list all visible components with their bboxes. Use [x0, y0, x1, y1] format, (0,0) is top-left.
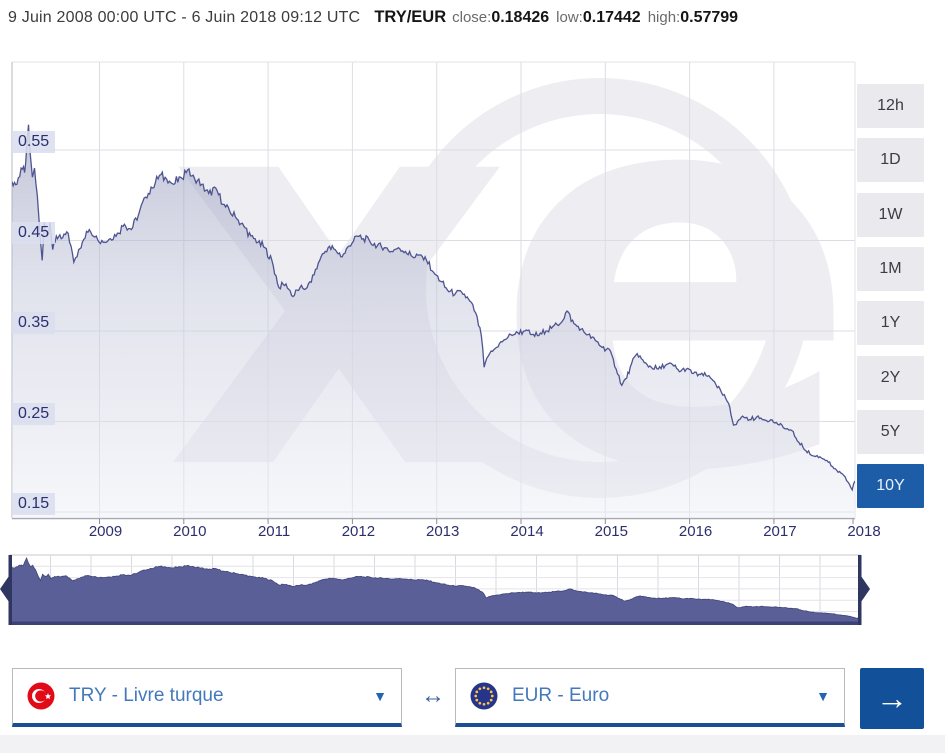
x-axis-label-2016: 2016	[678, 523, 713, 540]
x-axis-label-2015: 2015	[594, 523, 628, 540]
range-button-5Y[interactable]: 5Y	[857, 409, 924, 454]
x-axis-label-2018: 2018	[847, 523, 881, 540]
line-series	[12, 124, 855, 492]
range-button-1W[interactable]: 1W	[857, 192, 924, 237]
y-axis-label-0.55: 0.55	[12, 131, 56, 153]
high-value: 0.57799	[680, 9, 739, 26]
close-label: close:	[452, 9, 492, 26]
right-arrow-icon: →	[876, 680, 908, 716]
swap-currencies-icon[interactable]: ↔	[421, 681, 445, 709]
pair-stats: TRY/EUR close:0.18426 low:0.17442 high:0.57…	[374, 8, 745, 27]
y-axis-label-0.35: 0.35	[12, 312, 56, 334]
y-axis-label-0.15: 0.15	[12, 493, 56, 515]
pair-name: TRY/EUR	[374, 8, 447, 26]
eu-flag-icon	[470, 682, 498, 710]
turkey-flag-icon	[27, 682, 55, 710]
navigator-right-handle[interactable]	[858, 555, 870, 625]
from-currency-label: TRY - Livre turque	[69, 685, 224, 706]
x-axis-label-2017: 2017	[763, 523, 797, 540]
navigator-left-handle[interactable]	[0, 555, 12, 625]
area-series	[12, 124, 855, 518]
x-axis-label-2011: 2011	[257, 523, 291, 540]
x-axis-label-2013: 2013	[426, 523, 460, 540]
range-button-1Y[interactable]: 1Y	[857, 301, 924, 346]
high-label: high:	[647, 9, 681, 26]
low-value: 0.17442	[582, 9, 641, 26]
convert-submit-button[interactable]: →	[860, 668, 924, 729]
range-button-2Y[interactable]: 2Y	[857, 355, 924, 400]
range-button-12h[interactable]: 12h	[857, 84, 924, 128]
range-button-10Y[interactable]: 10Y	[857, 464, 924, 509]
date-range: 9 Juin 2008 00:00 UTC - 6 Juin 2018 09:1…	[8, 9, 361, 26]
from-currency-select[interactable]: TRY - Livre turque ▼	[12, 668, 402, 727]
x-axis-label-2012: 2012	[341, 523, 376, 540]
currency-converter: TRY - Livre turque ▼ ↔ EUR - Euro ▼ →	[0, 666, 945, 730]
x-axis-label-2010: 2010	[173, 523, 207, 540]
range-button-1D[interactable]: 1D	[857, 138, 924, 183]
to-dropdown-caret-icon: ▼	[816, 688, 830, 704]
range-button-1M[interactable]: 1M	[857, 246, 924, 291]
y-axis-label-0.25: 0.25	[12, 402, 56, 425]
navigator-baseline	[10, 621, 860, 625]
close-value: 0.18426	[491, 9, 550, 26]
chart-header: 9 Juin 2008 00:00 UTC - 6 Juin 2018 09:1…	[8, 8, 938, 32]
to-currency-label: EUR - Euro	[512, 685, 610, 706]
low-label: low:	[556, 9, 583, 26]
to-currency-select[interactable]: EUR - Euro ▼	[455, 668, 845, 727]
x-axis-label-2014: 2014	[510, 523, 544, 540]
y-axis-label-0.45: 0.45	[12, 221, 56, 244]
navigator[interactable]	[0, 554, 870, 625]
navigator-series	[9, 556, 861, 624]
price-chart[interactable]: xe	[0, 0, 945, 660]
from-dropdown-caret-icon: ▼	[373, 688, 387, 704]
x-axis-label-2009: 2009	[88, 523, 123, 540]
x-axis-ticks	[99, 519, 854, 524]
bottom-strip	[0, 735, 945, 753]
